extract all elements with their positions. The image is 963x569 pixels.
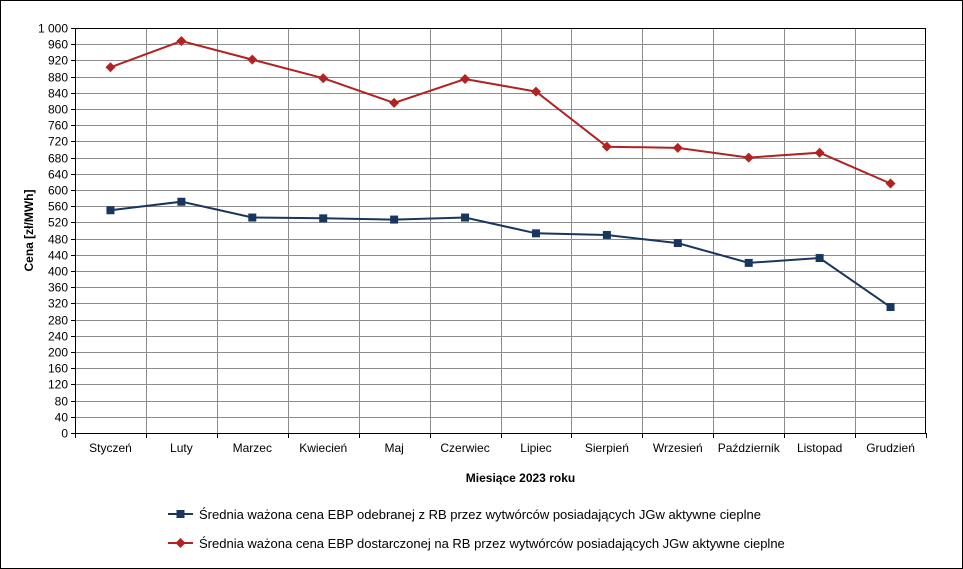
grid [75, 28, 926, 433]
x-tick-label: Listopad [797, 441, 842, 455]
y-tick-label: 640 [48, 168, 68, 182]
legend-label: Średnia ważona cena EBP dostarczonej na … [199, 536, 785, 551]
data-point [247, 54, 258, 65]
data-point [885, 178, 896, 189]
data-point [105, 62, 116, 73]
y-axis-title: Cena [zł/MWh] [22, 190, 36, 272]
y-tick-label: 560 [48, 200, 68, 214]
data-point [460, 74, 471, 85]
data-point [531, 229, 540, 238]
y-tick-label: 1 000 [38, 22, 68, 36]
y-tick-label: 840 [48, 87, 68, 101]
y-tick-label: 680 [48, 152, 68, 166]
data-point [318, 73, 329, 84]
data-point [461, 213, 470, 222]
y-tick-label: 320 [48, 297, 68, 311]
y-tick-label: 280 [48, 314, 68, 328]
x-tick-label: Luty [170, 441, 193, 455]
y-tick-labels: 0 40 80 120 160 200 240 280 320 360 400 440 480 520 56… [38, 22, 68, 441]
series-1 [106, 197, 895, 312]
plot-area [75, 28, 926, 433]
data-point [602, 230, 611, 239]
series-line [110, 200, 892, 308]
x-tick-label: Sierpień [585, 441, 629, 455]
data-point [530, 86, 541, 97]
y-tick-label: 440 [48, 249, 68, 263]
data-point [175, 538, 186, 548]
data-point [673, 239, 682, 248]
x-tick-label: Lipiec [520, 441, 551, 455]
series-2 [105, 35, 896, 189]
x-tick-label: Październik [718, 441, 781, 455]
y-tick-label: 480 [48, 233, 68, 247]
data-point [601, 141, 612, 152]
y-tick-label: 400 [48, 265, 68, 279]
y-tick-label: 960 [48, 38, 68, 52]
y-tick-label: 920 [48, 54, 68, 68]
x-tick-label: Marzec [233, 441, 272, 455]
data-point [744, 258, 753, 267]
y-tick-label: 760 [48, 119, 68, 133]
x-tick-label: Czerwiec [440, 441, 489, 455]
data-point [176, 35, 187, 46]
y-tick-label: 240 [48, 330, 68, 344]
axes [71, 28, 927, 438]
x-axis-title: Miesiące 2023 roku [466, 471, 575, 485]
data-point [248, 213, 257, 222]
legend-item-1: Średnia ważona cena EBP odebranej z RB p… [168, 507, 761, 522]
plot-border [75, 28, 926, 434]
y-tick-label: 120 [48, 378, 68, 392]
x-tick-label: Maj [384, 441, 403, 455]
y-tick-label: 360 [48, 281, 68, 295]
data-point [815, 254, 824, 263]
y-tick-label: 520 [48, 216, 68, 230]
y-tick-label: 80 [55, 395, 69, 409]
legend-label: Średnia ważona cena EBP odebranej z RB p… [199, 507, 761, 522]
y-tick-label: 40 [55, 411, 69, 425]
data-point [672, 142, 683, 153]
data-point [886, 303, 895, 312]
x-tick-label: Wrzesień [653, 441, 703, 455]
y-tick-label: 600 [48, 184, 68, 198]
y-tick-label: 0 [61, 427, 68, 441]
x-tick-label: Styczeń [89, 441, 132, 455]
y-tick-label: 800 [48, 103, 68, 117]
data-point [814, 147, 825, 158]
y-tick-label: 880 [48, 71, 68, 85]
legend-item-2: Średnia ważona cena EBP dostarczonej na … [168, 536, 785, 551]
data-point [389, 97, 400, 108]
data-point [106, 206, 115, 215]
series-line [110, 39, 891, 185]
legend: Średnia ważona cena EBP odebranej z RB p… [168, 507, 785, 551]
data-point [390, 215, 399, 224]
y-tick-label: 200 [48, 346, 68, 360]
data-point [319, 214, 328, 223]
series [105, 35, 896, 312]
x-tick-label: Kwiecień [299, 441, 347, 455]
y-tick-label: 720 [48, 135, 68, 149]
data-point [743, 152, 754, 163]
data-point [177, 197, 186, 206]
x-tick-label: Grudzień [866, 441, 915, 455]
data-point [176, 510, 185, 518]
x-tick-labels: Styczeń Luty Marzec Kwiecień Maj Czerwiec Lipi… [89, 441, 915, 455]
y-tick-label: 160 [48, 362, 68, 376]
